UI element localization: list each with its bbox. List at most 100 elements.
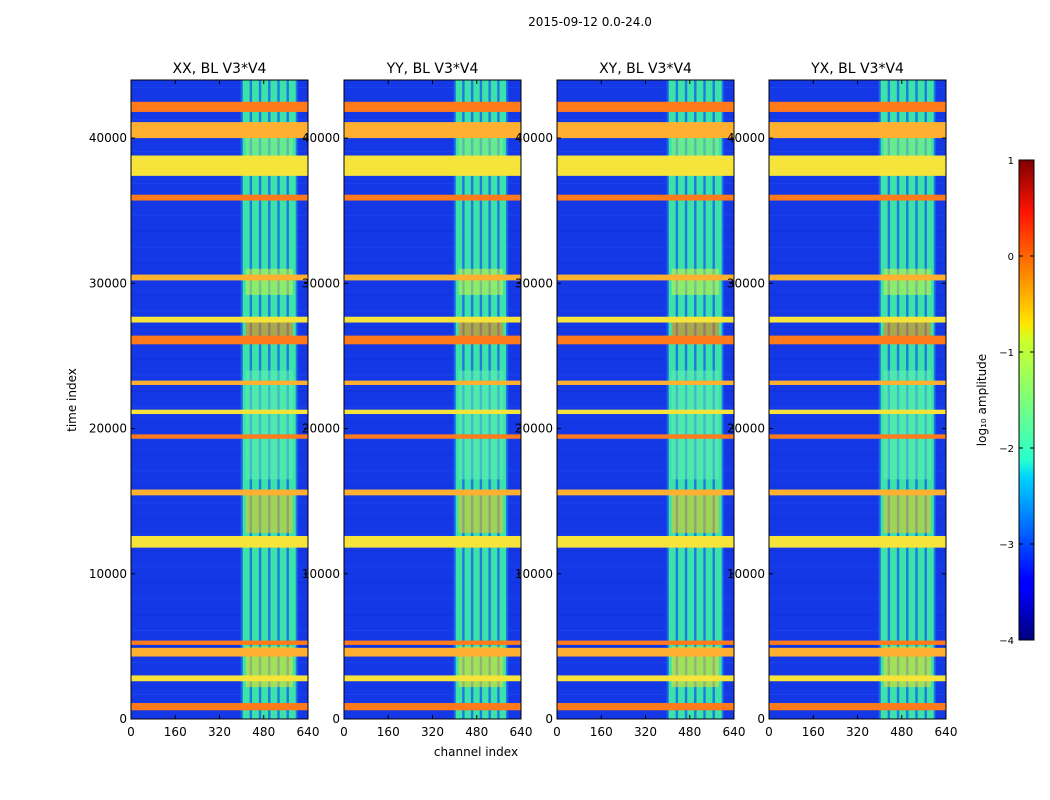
heatmap-noise-row [131, 86, 308, 88]
heatmap-noise-row [557, 182, 734, 184]
heatmap-noise-row [557, 230, 734, 232]
x-tick-label: 0 [127, 725, 135, 739]
heatmap-noise-row [131, 630, 308, 632]
heatmap-noise-row [769, 582, 946, 584]
heatmap-noise-row [344, 550, 521, 552]
hot-patch [245, 492, 293, 534]
y-tick-label: 20000 [302, 422, 340, 436]
flagged-time-band [344, 489, 521, 496]
heatmap-noise-row [131, 598, 308, 600]
panel-title: XY, BL V3*V4 [599, 61, 692, 77]
heatmap-noise-row [344, 470, 521, 472]
heatmap-noise-row [344, 662, 521, 664]
heatmap-noise-row [344, 614, 521, 616]
flagged-time-band [769, 274, 946, 281]
flagged-time-band [344, 335, 521, 345]
x-tick-label: 480 [890, 725, 913, 739]
hot-patch [883, 492, 931, 534]
y-tick-label: 0 [119, 712, 127, 726]
heatmap-noise-row [131, 502, 308, 504]
heatmap-noise-row [769, 374, 946, 376]
heatmap-noise-row [769, 694, 946, 696]
heatmap-noise-row [557, 390, 734, 392]
band-gap-stripe [240, 80, 243, 719]
flagged-time-band [344, 434, 521, 439]
heatmap-noise-row [557, 246, 734, 248]
x-tick-label: 320 [208, 725, 231, 739]
y-tick-label: 30000 [515, 276, 553, 290]
flagged-time-band [344, 536, 521, 548]
x-tick-label: 0 [553, 725, 561, 739]
heatmap-noise-row [344, 326, 521, 328]
heatmap-noise-row [769, 470, 946, 472]
panel-1: XX, BL V3*V4 0 160 320 480 640 0 10000 20000 3000… [89, 61, 320, 739]
heatmap-noise-row [557, 86, 734, 88]
heatmap-noise-row [131, 214, 308, 216]
panel-title: YX, BL V3*V4 [810, 61, 904, 77]
flagged-time-band [344, 640, 521, 645]
y-tick-label: 10000 [302, 567, 340, 581]
heatmap-noise-row [769, 646, 946, 648]
hot-patch [671, 492, 719, 534]
flagged-time-band [769, 640, 946, 645]
flagged-time-band [769, 536, 946, 548]
x-tick-label: 0 [340, 725, 348, 739]
heatmap-noise-row [557, 358, 734, 360]
heatmap-noise-row [131, 662, 308, 664]
flagged-time-band [769, 489, 946, 496]
heatmap-noise-row [769, 662, 946, 664]
heatmap-noise-row [344, 422, 521, 424]
panel-title: XX, BL V3*V4 [173, 61, 267, 77]
heatmap-noise-row [769, 502, 946, 504]
heatmap-noise-row [131, 710, 308, 712]
x-tick-label: 320 [421, 725, 444, 739]
heatmap-noise-row [769, 422, 946, 424]
heatmap-noise-row [131, 262, 308, 264]
hot-patch [671, 322, 719, 336]
heatmap-noise-row [769, 550, 946, 552]
y-tick-label: 0 [545, 712, 553, 726]
hot-patch [671, 268, 719, 295]
heatmap-noise-row [344, 454, 521, 456]
heatmap-noise-row [769, 438, 946, 440]
heatmap-noise-row [344, 566, 521, 568]
x-tick-label: 160 [802, 725, 825, 739]
heatmap-noise-row [769, 182, 946, 184]
heatmap-noise-row [769, 630, 946, 632]
heatmap-noise-row [131, 374, 308, 376]
hot-patch [458, 322, 504, 336]
flagged-time-band [769, 703, 946, 711]
y-tick-label: 20000 [89, 422, 127, 436]
y-tick-label: 40000 [515, 131, 553, 145]
y-tick-label: 10000 [515, 567, 553, 581]
flagged-time-band [344, 703, 521, 711]
heatmap-noise-row [557, 710, 734, 712]
heatmap-noise-row [557, 646, 734, 648]
band-gap-stripe [666, 80, 669, 719]
heatmap-noise-row [557, 470, 734, 472]
heatmap-noise-row [557, 534, 734, 536]
heatmap-noise-row [131, 534, 308, 536]
heatmap-noise-row [769, 214, 946, 216]
flagged-time-band [131, 536, 308, 548]
heatmap-noise-row [131, 614, 308, 616]
flagged-time-band [344, 194, 521, 201]
heatmap-noise-row [769, 454, 946, 456]
heatmap-noise-row [344, 246, 521, 248]
heatmap-noise-row [557, 214, 734, 216]
flagged-time-band [557, 409, 734, 415]
heatmap-noise-row [344, 182, 521, 184]
flagged-time-band [769, 409, 946, 415]
x-tick-label: 0 [765, 725, 773, 739]
panel-2: YY, BL V3*V4 0 160 320 480 640 0 10000 20000 3000… [302, 61, 533, 739]
y-tick-label: 20000 [515, 422, 553, 436]
flagged-time-band [344, 316, 521, 323]
flagged-time-band [131, 335, 308, 345]
colorbar-tick-label: −4 [999, 636, 1014, 647]
flagged-time-band [344, 122, 521, 139]
y-tick-label: 40000 [89, 131, 127, 145]
flagged-time-band [131, 316, 308, 323]
heatmap-noise-row [557, 630, 734, 632]
flagged-time-band [557, 434, 734, 439]
heatmap-noise-row [131, 422, 308, 424]
